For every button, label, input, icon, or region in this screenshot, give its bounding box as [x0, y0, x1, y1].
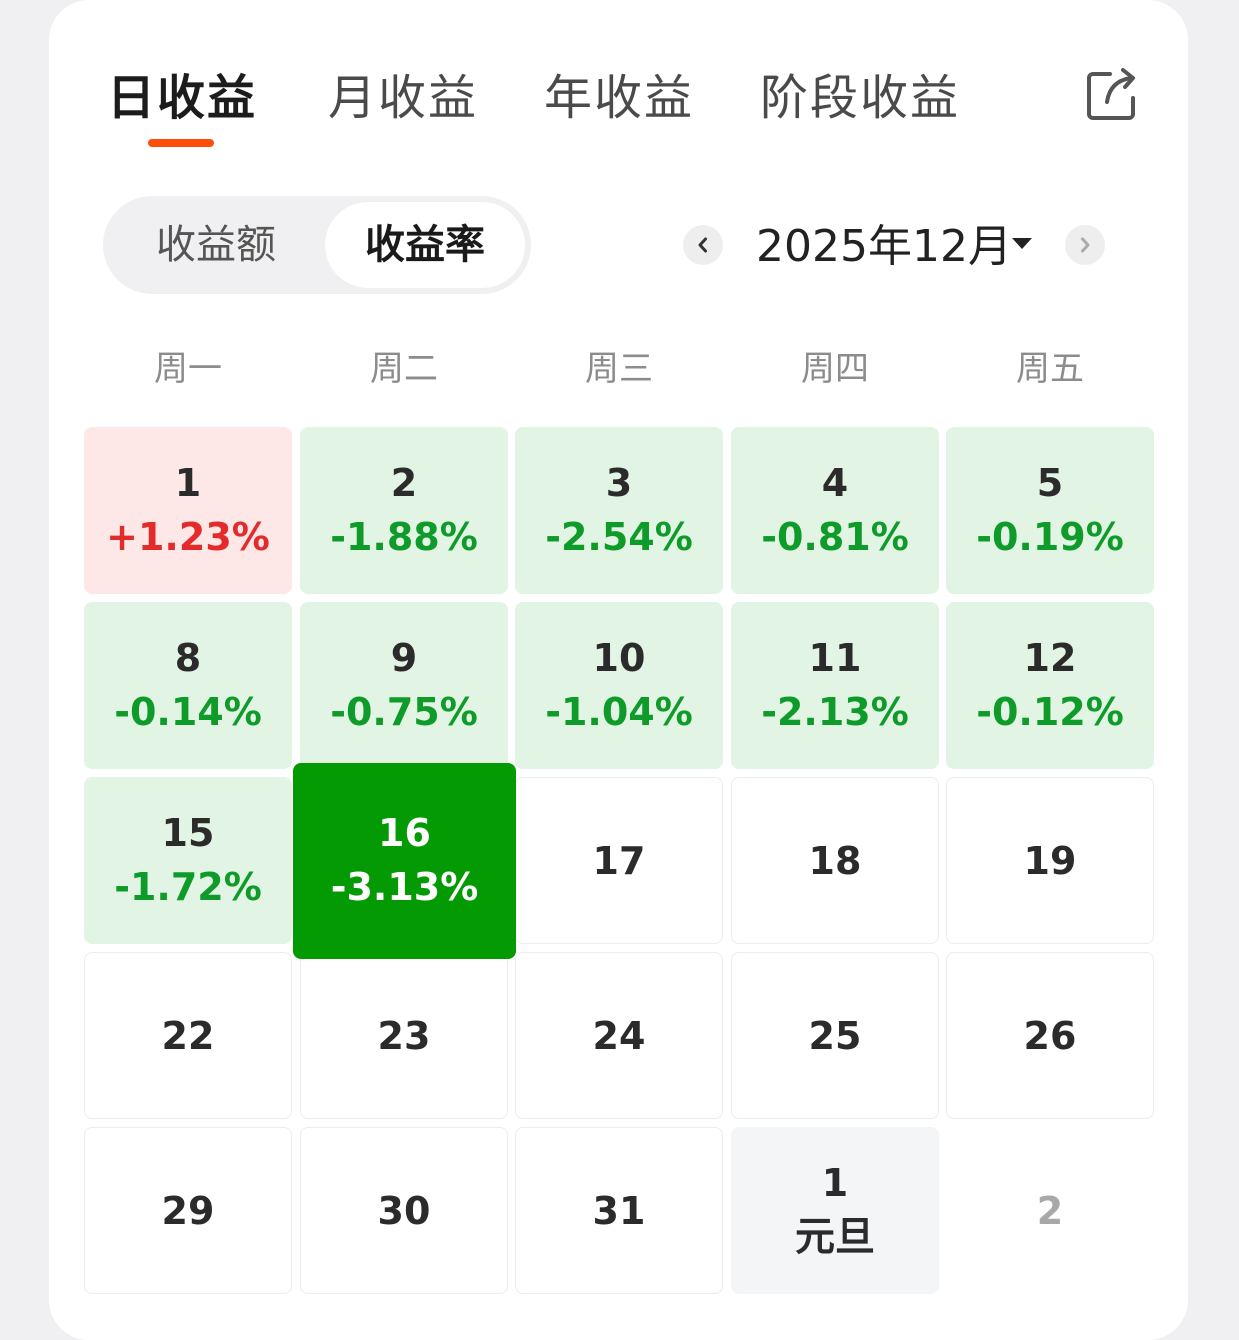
tab-daily[interactable]: 日收益 — [107, 70, 258, 126]
share-export-icon[interactable] — [1083, 66, 1141, 124]
weekday-label: 周一 — [154, 349, 222, 389]
calendar-day-number: 17 — [592, 838, 646, 883]
active-tab-indicator — [148, 139, 214, 147]
calendar-day-number: 30 — [377, 1188, 431, 1233]
calendar-day-number: 16 — [378, 811, 431, 855]
calendar-day-cell[interactable]: 11 -2.13% — [731, 602, 939, 769]
calendar-day-cell[interactable]: 15 -1.72% — [84, 777, 292, 944]
calendar-day-cell[interactable]: 12 -0.12% — [946, 602, 1154, 769]
calendar-day-number: 15 — [161, 810, 215, 855]
calendar-day-cell[interactable]: 19 — [946, 777, 1154, 944]
daily-return-rate: -1.72% — [114, 864, 262, 909]
calendar-day-cell[interactable]: 4 -0.81% — [731, 427, 939, 594]
calendar-day-number: 19 — [1023, 838, 1077, 883]
calendar-day-cell[interactable]: 25 — [731, 952, 939, 1119]
tab-period[interactable]: 阶段收益 — [760, 70, 961, 126]
daily-return-rate: -1.04% — [545, 689, 693, 734]
calendar-day-cell[interactable]: 29 — [84, 1127, 292, 1294]
holiday-label: 元旦 — [795, 1213, 875, 1260]
calendar-day-number: 3 — [605, 460, 633, 505]
calendar-day-number: 24 — [592, 1013, 646, 1058]
weekday-label: 周二 — [370, 349, 438, 389]
calendar-day-number: 12 — [1023, 635, 1077, 680]
daily-return-rate: +1.23% — [106, 514, 270, 559]
calendar-day-cell[interactable]: 26 — [946, 952, 1154, 1119]
calendar-day-number: 8 — [174, 635, 202, 680]
daily-return-rate: -0.19% — [976, 514, 1124, 559]
calendar-day-number: 31 — [592, 1188, 646, 1233]
caret-down-icon[interactable] — [1012, 238, 1032, 249]
toggle-amount[interactable]: 收益额 — [156, 222, 276, 268]
calendar-day-number: 5 — [1036, 460, 1064, 505]
tab-monthly[interactable]: 月收益 — [328, 70, 479, 126]
calendar-day-cell[interactable]: 1 +1.23% — [84, 427, 292, 594]
calendar-day-cell[interactable]: 3 -2.54% — [515, 427, 723, 594]
calendar-day-cell[interactable]: 5 -0.19% — [946, 427, 1154, 594]
calendar-day-cell[interactable]: 22 — [84, 952, 292, 1119]
next-month-button[interactable] — [1065, 225, 1105, 265]
calendar-day-cell[interactable]: 1 元旦 — [731, 1127, 939, 1294]
weekday-label: 周三 — [585, 349, 653, 389]
chevron-left-icon — [698, 237, 707, 253]
calendar-day-cell[interactable]: 24 — [515, 952, 723, 1119]
calendar-day-number: 1 — [821, 1160, 849, 1205]
daily-return-rate: -2.13% — [761, 689, 909, 734]
daily-return-rate: -0.14% — [114, 689, 262, 734]
month-label[interactable]: 2025年12月 — [756, 221, 1012, 272]
calendar-day-number: 26 — [1023, 1013, 1077, 1058]
calendar-day-cell[interactable]: 16 -3.13% — [293, 763, 516, 959]
weekday-label: 周五 — [1016, 349, 1084, 389]
calendar-day-number: 11 — [808, 635, 862, 680]
calendar-day-cell[interactable]: 2 -1.88% — [300, 427, 508, 594]
calendar-day-cell[interactable]: 31 — [515, 1127, 723, 1294]
calendar-day-number: 4 — [821, 460, 849, 505]
calendar-day-number: 25 — [808, 1013, 862, 1058]
chevron-right-icon — [1081, 237, 1090, 253]
daily-return-rate: -1.88% — [330, 514, 478, 559]
calendar-day-number: 18 — [808, 838, 862, 883]
calendar-day-number: 10 — [592, 635, 646, 680]
calendar-day-cell[interactable]: 10 -1.04% — [515, 602, 723, 769]
calendar-day-cell[interactable]: 2 — [946, 1127, 1154, 1294]
calendar-day-number: 9 — [390, 635, 418, 680]
daily-return-rate: -0.12% — [976, 689, 1124, 734]
daily-return-rate: -2.54% — [545, 514, 693, 559]
daily-return-rate: -0.81% — [761, 514, 909, 559]
calendar-day-number: 23 — [377, 1013, 431, 1058]
calendar-day-number: 2 — [390, 460, 418, 505]
calendar-day-number: 29 — [161, 1188, 215, 1233]
toggle-rate[interactable]: 收益率 — [325, 202, 525, 288]
daily-return-rate: -3.13% — [330, 865, 479, 909]
calendar-day-cell[interactable]: 18 — [731, 777, 939, 944]
calendar-day-cell[interactable]: 30 — [300, 1127, 508, 1294]
prev-month-button[interactable] — [683, 225, 723, 265]
calendar-day-cell[interactable]: 23 — [300, 952, 508, 1119]
weekday-label: 周四 — [801, 349, 869, 389]
daily-return-rate: -0.75% — [330, 689, 478, 734]
calendar-day-number: 2 — [1036, 1188, 1064, 1233]
amount-rate-toggle: 收益额 收益率 — [103, 196, 531, 294]
calendar-day-number: 1 — [174, 460, 202, 505]
calendar-day-cell[interactable]: 8 -0.14% — [84, 602, 292, 769]
calendar-day-cell[interactable]: 17 — [515, 777, 723, 944]
tab-yearly[interactable]: 年收益 — [544, 70, 695, 126]
calendar-day-cell[interactable]: 9 -0.75% — [300, 602, 508, 769]
calendar-day-number: 22 — [161, 1013, 215, 1058]
